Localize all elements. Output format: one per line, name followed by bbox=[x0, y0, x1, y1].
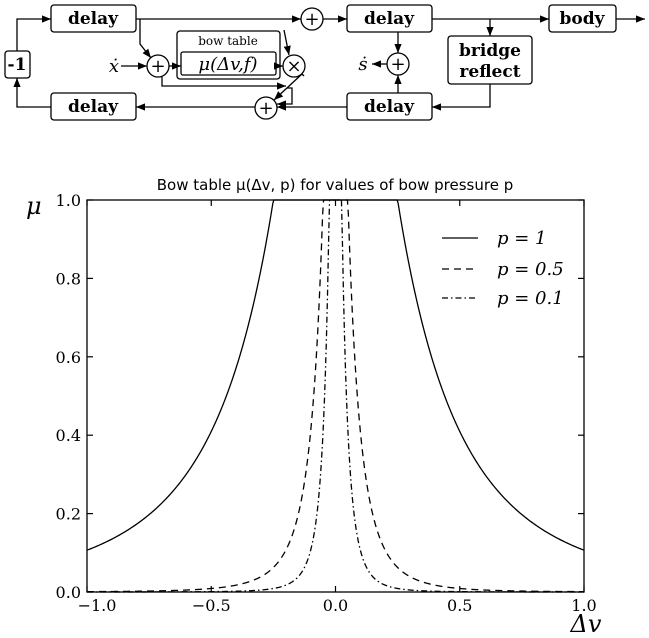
delay-label-top-left: delay bbox=[68, 9, 119, 29]
signal-s-dot: ṡ bbox=[358, 54, 367, 75]
legend-label-p05: p = 0.5 bbox=[497, 259, 564, 280]
curve-p-1 bbox=[86, 199, 585, 551]
legend-label-p1: p = 1 bbox=[497, 228, 547, 249]
diagram-labels: delay delay delay delay body bridge refl… bbox=[8, 9, 606, 119]
bow-table-chart: Bow table μ(Δv, p) for values of bow pre… bbox=[26, 176, 602, 638]
y-tick-label: 0.8 bbox=[56, 269, 81, 288]
bow-table-label: bow table bbox=[198, 34, 258, 48]
x-tick-label: 0.5 bbox=[447, 596, 472, 615]
signal-x-dot: ẋ bbox=[109, 56, 119, 77]
legend-label-p01: p = 0.1 bbox=[497, 288, 564, 309]
chart-title: Bow table μ(Δv, p) for values of bow pre… bbox=[157, 176, 513, 194]
delay-label-top-mid: delay bbox=[364, 9, 415, 29]
bow-table-outer-block bbox=[176, 30, 281, 80]
multiply-symbol: × bbox=[286, 56, 301, 77]
sum-symbol-top: + bbox=[304, 9, 319, 30]
sum-symbol-output: + bbox=[390, 54, 405, 75]
x-tick-label: −1.0 bbox=[78, 596, 117, 615]
y-tick-label: 0.0 bbox=[56, 583, 81, 602]
reflect-label: reflect bbox=[459, 62, 520, 82]
delay-label-bottom-mid: delay bbox=[364, 97, 415, 117]
curve-p-0-5 bbox=[87, 199, 584, 593]
y-tick-label: 0.2 bbox=[56, 505, 81, 524]
signal-wires bbox=[13, 15, 645, 111]
curve-p-0-1 bbox=[87, 199, 584, 593]
x-tick-label: −0.5 bbox=[192, 596, 231, 615]
invert-label: -1 bbox=[8, 55, 27, 75]
x-tick-label: 0.0 bbox=[323, 596, 348, 615]
bow-table-function: μ(Δv,f) bbox=[198, 54, 257, 75]
data-curves bbox=[86, 199, 585, 593]
bridge-label: bridge bbox=[459, 41, 521, 61]
x-axis-label: Δv bbox=[570, 610, 602, 638]
y-tick-label: 0.4 bbox=[56, 426, 81, 445]
sum-symbol-input: + bbox=[150, 56, 165, 77]
body-label: body bbox=[560, 9, 606, 29]
x-tick-label: 1.0 bbox=[571, 596, 596, 615]
y-tick-label: 1.0 bbox=[56, 191, 81, 210]
bowed-string-block-diagram bbox=[4, 4, 645, 121]
y-axis-label: μ bbox=[26, 192, 42, 220]
delay-label-bottom-left: delay bbox=[68, 97, 119, 117]
axis-ticks: −1.0 −0.5 0.0 0.5 1.0 0.0 0.2 0.4 0.6 0.8 1.0 bbox=[56, 191, 597, 615]
y-tick-label: 0.6 bbox=[56, 348, 81, 367]
sum-symbol-bottom: + bbox=[258, 98, 273, 119]
legend: p = 1 p = 0.5 p = 0.1 bbox=[442, 228, 564, 309]
